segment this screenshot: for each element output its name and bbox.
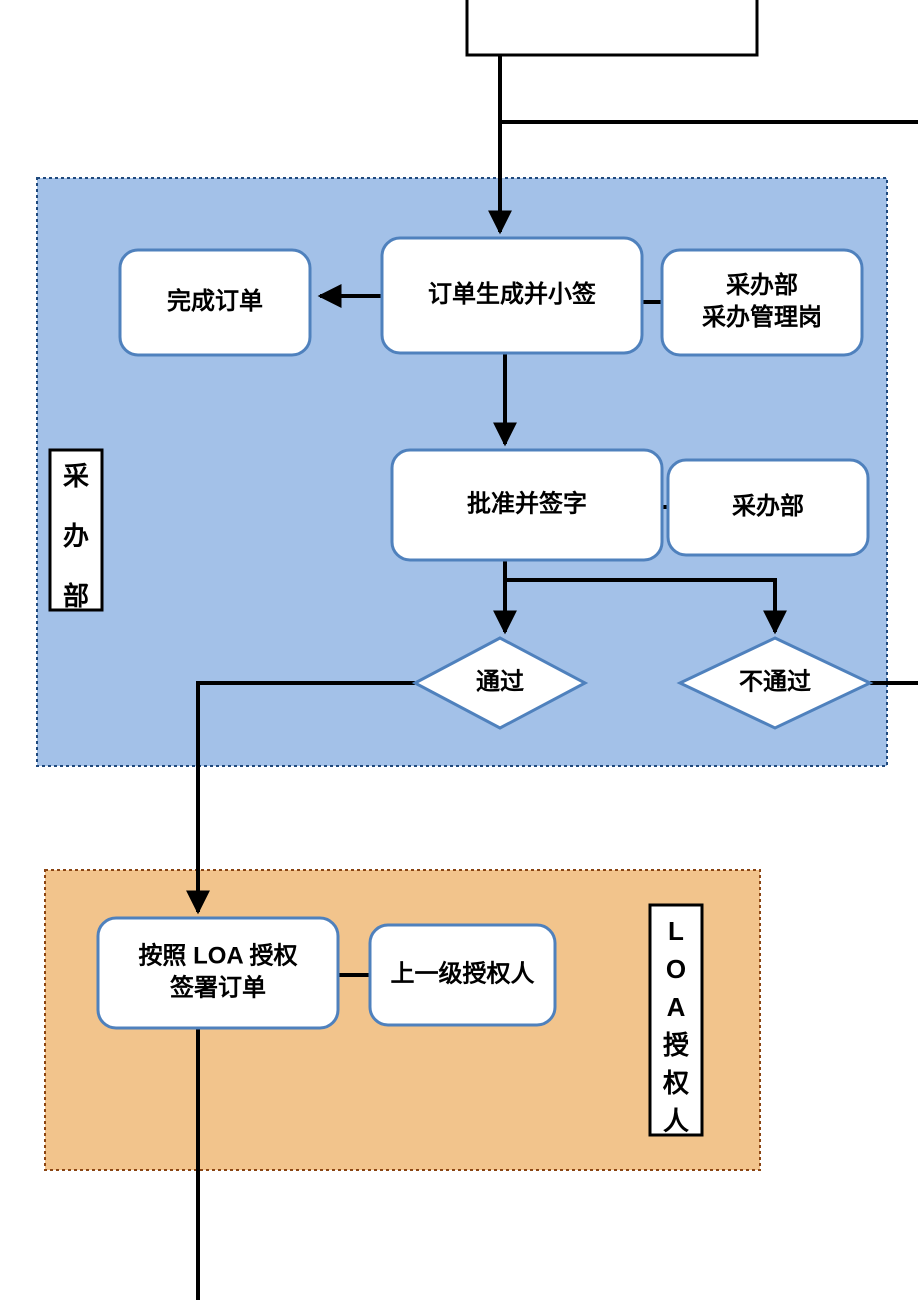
orange-region-label: L [668,916,684,946]
blue-region-label: 办 [63,521,89,551]
flowchart-canvas: 采办部LOA授权人完成订单订单生成并小签采办部采办管理岗批准并签字采办部通过不通… [0,0,920,1302]
node-text-generate: 订单生成并小签 [428,280,597,308]
orange-region-label: 授 [663,1030,690,1060]
node-dept1 [662,250,862,355]
node-text-nopass: 不通过 [739,668,811,695]
node-text-complete: 完成订单 [167,287,263,315]
node-topbox [467,0,757,55]
node-text-dept2: 采办部 [732,492,804,520]
node-text-loa-l2: 签署订单 [169,973,266,1001]
node-text-dept1-l2: 采办管理岗 [702,303,822,331]
node-loa [98,918,338,1028]
orange-region-label: O [666,954,686,984]
orange-region-label: 人 [663,1106,689,1136]
node-text-approve: 批准并签字 [467,489,587,517]
orange-region-label: 权 [662,1068,689,1098]
blue-region-label: 采 [63,461,89,491]
node-text-superior: 上一级授权人 [391,959,535,987]
node-text-loa-l1: 按照 LOA 授权 [138,941,297,969]
orange-region-label: A [667,992,686,1022]
node-text-pass: 通过 [476,668,524,695]
blue-region-label: 部 [63,581,89,611]
node-text-dept1-l1: 采办部 [726,271,798,299]
